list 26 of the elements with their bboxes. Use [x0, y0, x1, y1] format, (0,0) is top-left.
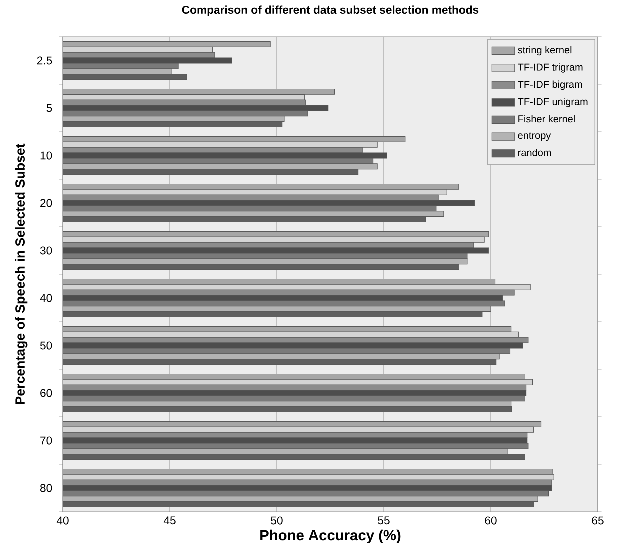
y-tick-label: 2.5: [37, 56, 52, 65]
y-axis-title: Percentage of Speech in Selected Subset: [15, 144, 28, 404]
y-tick-label: 50: [40, 342, 52, 350]
y-tick-label: 5: [46, 104, 52, 112]
y-tick-label: 20: [40, 199, 52, 208]
x-tick-label: 55: [378, 516, 390, 525]
legend-label: entropy: [518, 132, 552, 142]
y-tick-label: 40: [40, 294, 52, 302]
y-tick-label: 10: [40, 152, 52, 160]
y-tick-label: 60: [40, 389, 52, 398]
x-tick-label: 40: [56, 516, 69, 525]
y-tick-label: 70: [40, 436, 52, 445]
legend-label: random: [518, 149, 552, 156]
x-tick-label: 45: [164, 516, 176, 525]
y-tick-label: 30: [40, 246, 52, 255]
legend-label: string kernel: [518, 46, 572, 56]
y-tick-label: 80: [40, 484, 52, 492]
chart-title: Comparison of different data subset selection methods: [182, 6, 479, 16]
x-axis-title: Phone Accuracy (%): [260, 530, 401, 544]
legend-label: Fisher kernel: [518, 115, 575, 123]
x-tick-label: 65: [592, 516, 604, 525]
legend-label: TF-IDF trigram: [518, 64, 583, 73]
x-tick-label: 60: [485, 516, 497, 525]
x-tick-label: 50: [271, 516, 283, 525]
legend-label: TF-IDF unigram: [518, 98, 588, 108]
legend-label: TF-IDF bigram: [518, 80, 582, 90]
